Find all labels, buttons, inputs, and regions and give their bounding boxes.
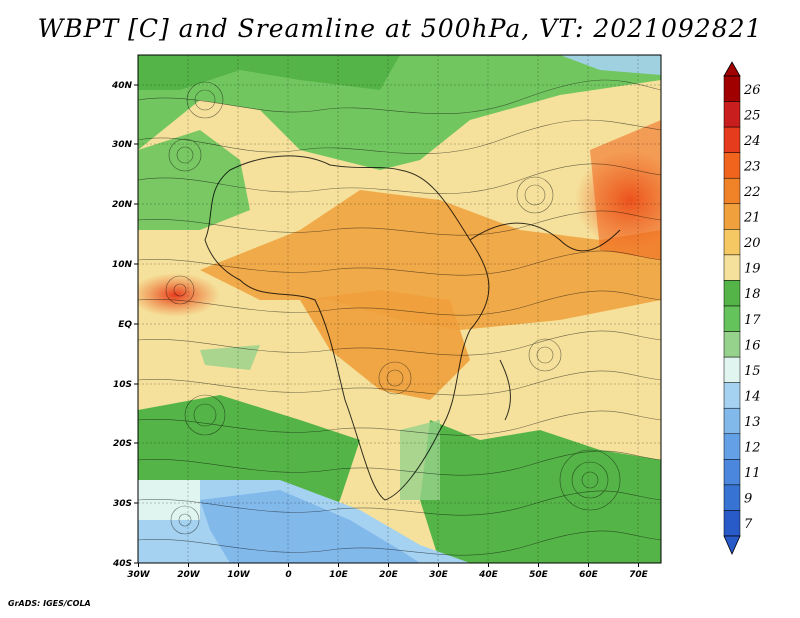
colorbar-swatch bbox=[723, 126, 741, 153]
x-axis: 30W 20W 10W 0 10E 20E 30E 40E 50E 60E 70E bbox=[127, 563, 649, 580]
colorbar-label: 26 bbox=[743, 83, 761, 98]
colorbar-label: 14 bbox=[744, 389, 761, 404]
colorbar-swatch bbox=[723, 177, 741, 205]
y-tick-label: 20S bbox=[113, 439, 132, 449]
colorbar-swatch bbox=[723, 152, 741, 179]
colorbar-label: 25 bbox=[743, 108, 761, 123]
y-tick-label: 30S bbox=[113, 499, 132, 509]
x-tick-label: 20E bbox=[379, 570, 399, 580]
x-tick-label: 60E bbox=[579, 570, 599, 580]
plot-frame bbox=[137, 54, 662, 564]
colorbar-label: 19 bbox=[744, 262, 761, 277]
colorbar-label: 24 bbox=[743, 134, 761, 149]
y-tick-label: EQ bbox=[118, 320, 132, 330]
colorbar-swatch bbox=[723, 407, 741, 435]
x-tick-label: 30W bbox=[127, 570, 151, 580]
colorbar-swatch bbox=[723, 331, 741, 358]
map-field bbox=[138, 55, 661, 563]
colorbar-swatch bbox=[723, 280, 741, 307]
colorbar-label: 16 bbox=[744, 338, 761, 353]
colorbar-label: 20 bbox=[743, 236, 761, 251]
colorbar-label: 15 bbox=[744, 364, 761, 379]
credit-text: GrADS: IGES/COLA bbox=[8, 599, 91, 608]
colorbar-swatch bbox=[723, 484, 741, 511]
colorbar-swatch bbox=[723, 356, 741, 383]
y-tick-label: 10S bbox=[113, 380, 132, 390]
y-axis: 40N 30N 20N 10N EQ 10S 20S 30S 40S bbox=[111, 81, 138, 569]
x-tick-label: 40E bbox=[478, 570, 499, 580]
y-tick-label: 40S bbox=[112, 559, 132, 569]
colorbar-label: 11 bbox=[744, 466, 761, 481]
y-tick-label: 30N bbox=[112, 140, 133, 150]
y-tick-label: 20N bbox=[112, 200, 133, 210]
colorbar-label: 13 bbox=[744, 415, 761, 430]
x-tick-label: 10W bbox=[227, 570, 251, 580]
colorbar-swatch bbox=[723, 459, 741, 486]
x-tick-label: 0 bbox=[285, 570, 291, 580]
colorbar-label: 17 bbox=[744, 313, 761, 328]
colorbar-top-arrow bbox=[723, 61, 741, 77]
map-title: WBPT [C] and Sreamline at 500hPa, VT: 20… bbox=[37, 14, 763, 43]
colorbar-swatch bbox=[723, 75, 741, 102]
colorbar-swatch bbox=[723, 305, 741, 332]
x-tick-label: 30E bbox=[429, 570, 449, 580]
colorbar-swatch bbox=[723, 433, 741, 460]
colorbar-swatch bbox=[723, 101, 741, 128]
colorbar-label: 12 bbox=[744, 441, 761, 456]
colorbar-swatch bbox=[723, 229, 741, 256]
x-tick-label: 10E bbox=[329, 570, 349, 580]
colorbar-label: 9 bbox=[744, 492, 752, 507]
x-tick-label: 20W bbox=[177, 570, 201, 580]
colorbar-swatch bbox=[723, 254, 741, 281]
x-tick-label: 70E bbox=[629, 570, 649, 580]
colorbar-label: 7 bbox=[744, 517, 753, 532]
colorbar-swatch bbox=[723, 510, 741, 537]
y-tick-label: 40N bbox=[111, 81, 133, 91]
colorbar: 26 25 24 23 22 21 20 19 18 17 16 15 14 13 12 11 9 7 bbox=[723, 61, 761, 555]
colorbar-swatch bbox=[723, 203, 741, 230]
x-tick-label: 50E bbox=[529, 570, 549, 580]
colorbar-label: 22 bbox=[743, 185, 761, 200]
y-tick-label: 10N bbox=[112, 260, 133, 270]
colorbar-label: 18 bbox=[744, 287, 761, 302]
colorbar-swatch bbox=[723, 382, 741, 409]
colorbar-bottom-arrow bbox=[723, 535, 741, 555]
colorbar-label: 21 bbox=[743, 211, 761, 226]
colorbar-label: 23 bbox=[743, 159, 761, 174]
